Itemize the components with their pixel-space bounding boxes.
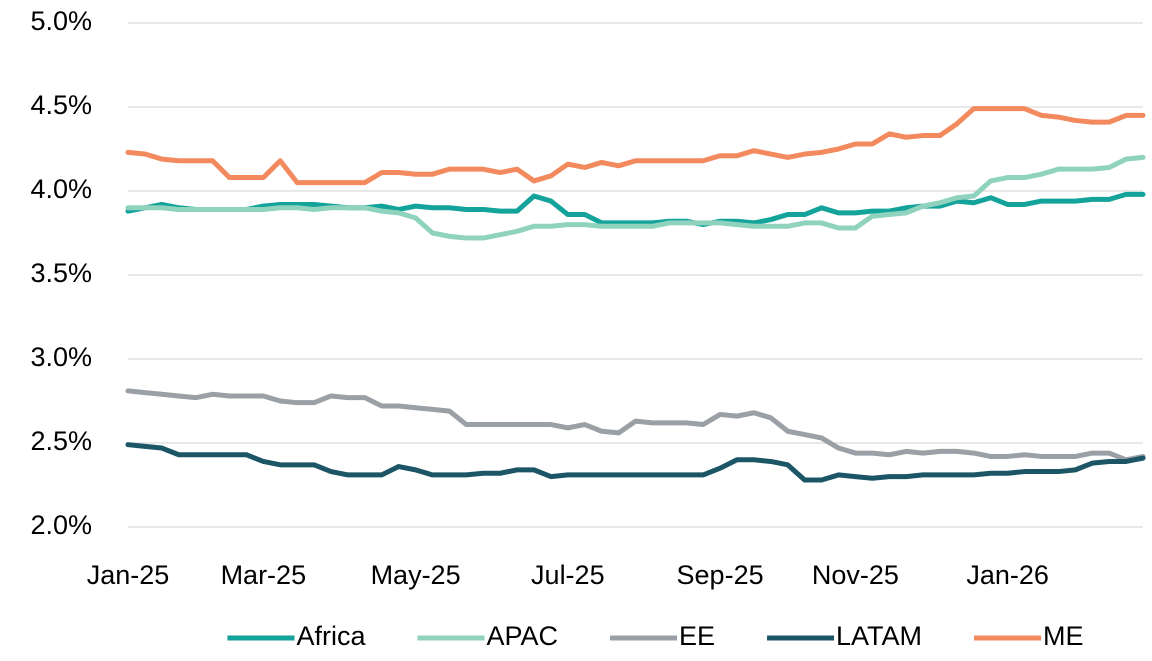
legend-label: LATAM	[836, 621, 922, 651]
y-tick-label: 2.0%	[30, 510, 92, 540]
x-tick-label: Jan-26	[966, 560, 1049, 590]
series-line	[125, 442, 1146, 483]
legend-label: Africa	[296, 621, 366, 651]
series-line	[125, 191, 1146, 228]
y-tick-label: 3.5%	[30, 258, 92, 288]
legend-label: EE	[679, 621, 715, 651]
x-tick-label: May-25	[371, 560, 461, 590]
x-tick-label: Jan-25	[87, 560, 170, 590]
x-tick-label: Nov-25	[812, 560, 899, 590]
legend-label: APAC	[486, 621, 558, 651]
series-line	[125, 154, 1146, 241]
y-tick-label: 3.0%	[30, 342, 92, 372]
y-tick-label: 2.5%	[30, 426, 92, 456]
y-tick-label: 4.0%	[30, 174, 92, 204]
legend-label: ME	[1043, 621, 1084, 651]
series-line	[125, 106, 1146, 186]
x-tick-label: Sep-25	[677, 560, 764, 590]
y-tick-label: 5.0%	[30, 6, 92, 36]
y-tick-label: 4.5%	[30, 90, 92, 120]
x-tick-label: Jul-25	[531, 560, 605, 590]
series-line	[125, 388, 1146, 463]
x-tick-label: Mar-25	[221, 560, 307, 590]
